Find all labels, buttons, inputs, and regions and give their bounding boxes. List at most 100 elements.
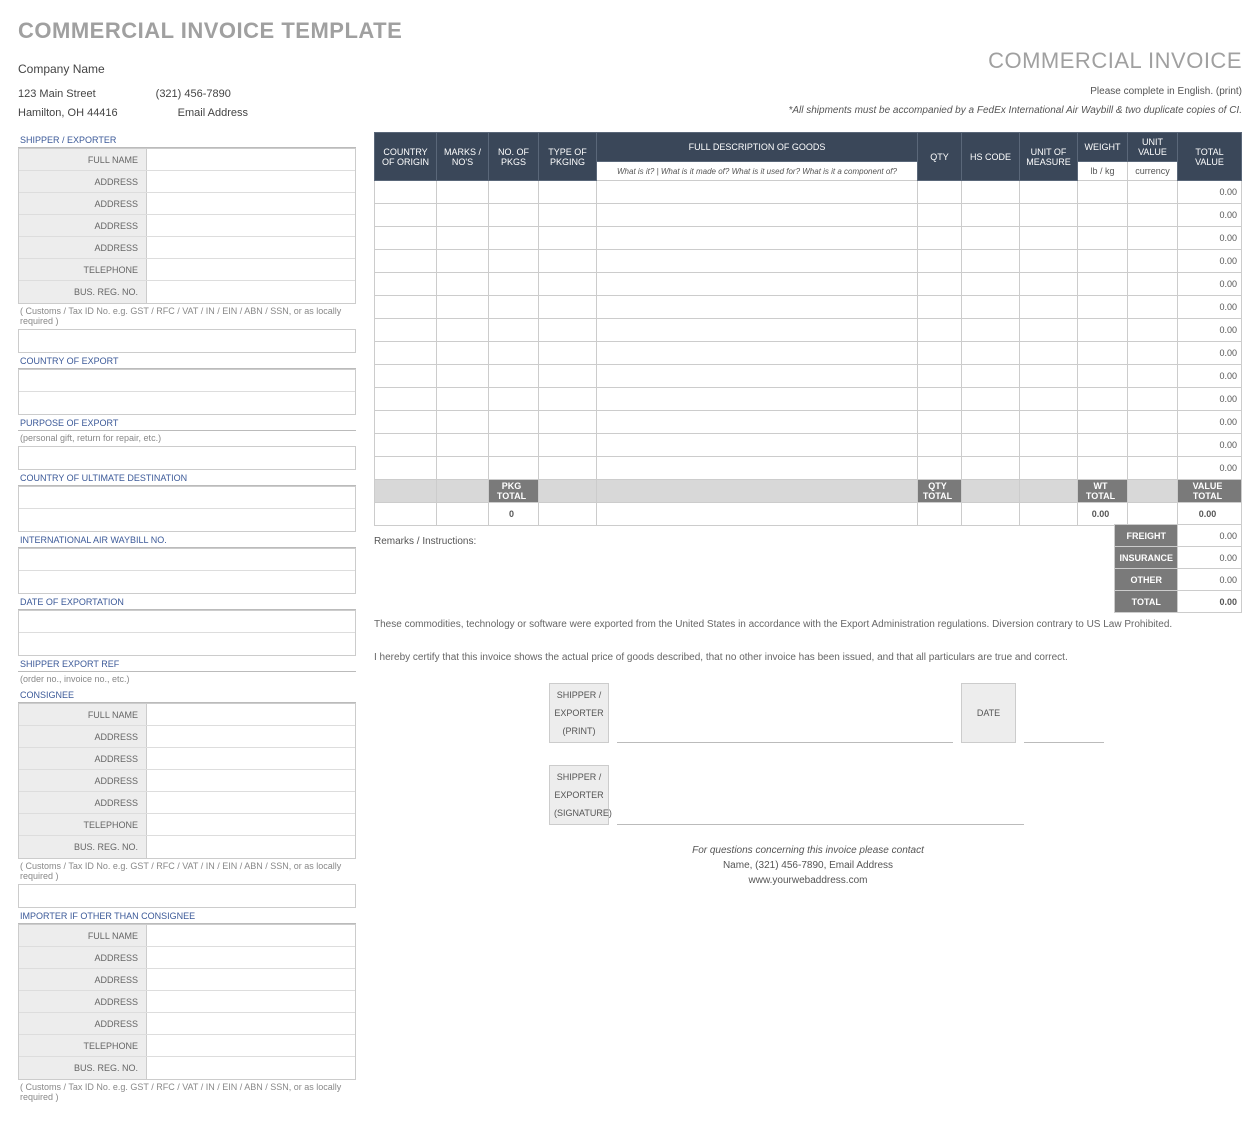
goods-cell[interactable] — [1020, 319, 1078, 342]
goods-cell[interactable]: 0.00 — [1178, 227, 1242, 250]
goods-cell[interactable] — [962, 411, 1020, 434]
goods-cell[interactable] — [1078, 181, 1128, 204]
goods-cell[interactable] — [597, 296, 918, 319]
field-value[interactable] — [147, 237, 355, 258]
goods-cell[interactable] — [489, 411, 539, 434]
field-value[interactable] — [147, 704, 355, 725]
goods-cell[interactable] — [1128, 204, 1178, 227]
goods-cell[interactable] — [539, 296, 597, 319]
goods-cell[interactable] — [489, 434, 539, 457]
goods-cell[interactable] — [918, 204, 962, 227]
ultimate-dest-field[interactable] — [19, 487, 355, 509]
goods-cell[interactable] — [437, 388, 489, 411]
goods-cell[interactable] — [437, 319, 489, 342]
goods-cell[interactable] — [1128, 457, 1178, 480]
goods-cell[interactable] — [1078, 434, 1128, 457]
goods-cell[interactable] — [597, 434, 918, 457]
goods-cell[interactable] — [1128, 273, 1178, 296]
goods-cell[interactable] — [918, 319, 962, 342]
field-value[interactable] — [147, 1057, 355, 1079]
spacer[interactable] — [19, 633, 355, 655]
goods-cell[interactable] — [597, 342, 918, 365]
goods-cell[interactable] — [918, 411, 962, 434]
goods-cell[interactable] — [1128, 411, 1178, 434]
goods-cell[interactable] — [918, 250, 962, 273]
goods-cell[interactable] — [1020, 273, 1078, 296]
field-value[interactable] — [147, 947, 355, 968]
goods-cell[interactable] — [437, 227, 489, 250]
country-export-field[interactable] — [19, 370, 355, 392]
goods-cell[interactable] — [539, 457, 597, 480]
goods-cell[interactable] — [1020, 365, 1078, 388]
goods-cell[interactable] — [1020, 342, 1078, 365]
spacer[interactable] — [19, 885, 355, 907]
goods-cell[interactable] — [962, 181, 1020, 204]
field-value[interactable] — [147, 726, 355, 747]
goods-cell[interactable] — [375, 411, 437, 434]
goods-cell[interactable] — [597, 388, 918, 411]
field-value[interactable] — [147, 171, 355, 192]
goods-cell[interactable]: 0.00 — [1178, 365, 1242, 388]
goods-cell[interactable]: 0.00 — [1178, 411, 1242, 434]
goods-cell[interactable] — [1078, 411, 1128, 434]
goods-cell[interactable] — [489, 457, 539, 480]
spacer[interactable] — [19, 392, 355, 414]
field-value[interactable] — [147, 1013, 355, 1034]
goods-cell[interactable]: 0.00 — [1178, 273, 1242, 296]
field-value[interactable] — [147, 770, 355, 791]
goods-cell[interactable] — [437, 365, 489, 388]
goods-cell[interactable] — [962, 319, 1020, 342]
goods-cell[interactable] — [962, 342, 1020, 365]
goods-cell[interactable] — [375, 296, 437, 319]
goods-cell[interactable] — [375, 319, 437, 342]
date-export-field[interactable] — [19, 611, 355, 633]
spacer[interactable] — [19, 509, 355, 531]
goods-cell[interactable] — [918, 273, 962, 296]
goods-cell[interactable] — [375, 388, 437, 411]
goods-cell[interactable] — [489, 388, 539, 411]
goods-cell[interactable] — [1078, 273, 1128, 296]
date-line[interactable] — [1024, 683, 1104, 743]
goods-cell[interactable] — [1128, 319, 1178, 342]
goods-cell[interactable]: 0.00 — [1178, 296, 1242, 319]
goods-cell[interactable] — [539, 250, 597, 273]
goods-cell[interactable]: 0.00 — [1178, 181, 1242, 204]
goods-cell[interactable] — [918, 365, 962, 388]
field-value[interactable] — [147, 215, 355, 236]
goods-cell[interactable] — [1128, 342, 1178, 365]
purpose-field[interactable] — [19, 447, 355, 469]
goods-cell[interactable] — [962, 296, 1020, 319]
goods-cell[interactable] — [437, 273, 489, 296]
goods-cell[interactable]: 0.00 — [1178, 342, 1242, 365]
goods-cell[interactable] — [597, 181, 918, 204]
field-value[interactable] — [147, 193, 355, 214]
goods-cell[interactable] — [1128, 296, 1178, 319]
field-value[interactable] — [147, 969, 355, 990]
goods-cell[interactable] — [597, 365, 918, 388]
goods-cell[interactable] — [1020, 181, 1078, 204]
sig-signature-line[interactable] — [617, 765, 1024, 825]
goods-cell[interactable] — [918, 342, 962, 365]
goods-cell[interactable] — [375, 434, 437, 457]
goods-cell[interactable]: 0.00 — [1178, 204, 1242, 227]
goods-cell[interactable] — [539, 319, 597, 342]
goods-cell[interactable] — [437, 457, 489, 480]
goods-cell[interactable] — [597, 457, 918, 480]
goods-cell[interactable]: 0.00 — [1178, 250, 1242, 273]
goods-cell[interactable] — [375, 204, 437, 227]
goods-cell[interactable] — [1078, 388, 1128, 411]
field-value[interactable] — [147, 814, 355, 835]
goods-cell[interactable] — [539, 365, 597, 388]
goods-cell[interactable] — [597, 204, 918, 227]
goods-cell[interactable] — [962, 204, 1020, 227]
goods-cell[interactable] — [437, 181, 489, 204]
goods-cell[interactable] — [962, 434, 1020, 457]
goods-cell[interactable] — [375, 342, 437, 365]
goods-cell[interactable] — [489, 250, 539, 273]
goods-cell[interactable] — [437, 434, 489, 457]
goods-cell[interactable] — [1020, 204, 1078, 227]
goods-cell[interactable] — [375, 250, 437, 273]
goods-cell[interactable] — [489, 227, 539, 250]
goods-cell[interactable] — [1020, 227, 1078, 250]
goods-cell[interactable] — [918, 296, 962, 319]
